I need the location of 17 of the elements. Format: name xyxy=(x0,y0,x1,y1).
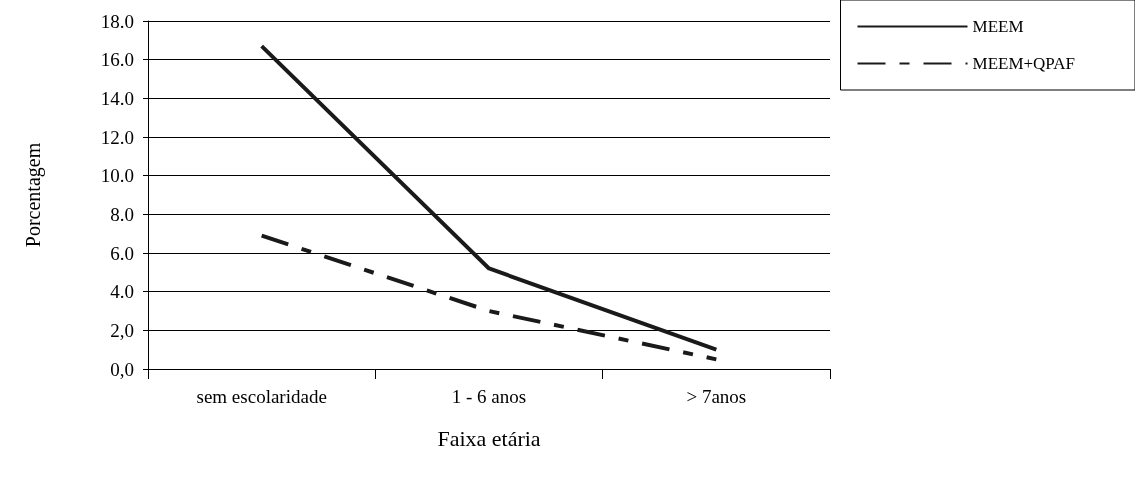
y-tick-label: 6.0 xyxy=(110,242,134,264)
y-tick-label: 10.0 xyxy=(100,165,134,187)
y-tick-label: 4.0 xyxy=(110,281,134,303)
x-axis-title: Faixa etária xyxy=(437,425,541,451)
x-tick-label: > 7anos xyxy=(686,386,747,407)
x-tick-label: 1 - 6 anos xyxy=(451,386,527,407)
y-axis-title: Porcentagem xyxy=(22,142,45,248)
y-tick-label: 8.0 xyxy=(110,203,134,225)
y-tick-label: 14.0 xyxy=(100,87,134,109)
text: MEEM xyxy=(972,17,1024,36)
y-tick-label: 16.0 xyxy=(100,49,134,71)
y-tick-label: 18.0 xyxy=(100,10,134,32)
text: MEEM+QPAF xyxy=(972,54,1076,73)
y-tick-label: 0,0 xyxy=(110,358,134,380)
x-tick-label: sem escolaridade xyxy=(196,386,327,407)
y-tick-label: 12.0 xyxy=(100,126,134,148)
y-tick-label: 2,0 xyxy=(110,319,134,341)
